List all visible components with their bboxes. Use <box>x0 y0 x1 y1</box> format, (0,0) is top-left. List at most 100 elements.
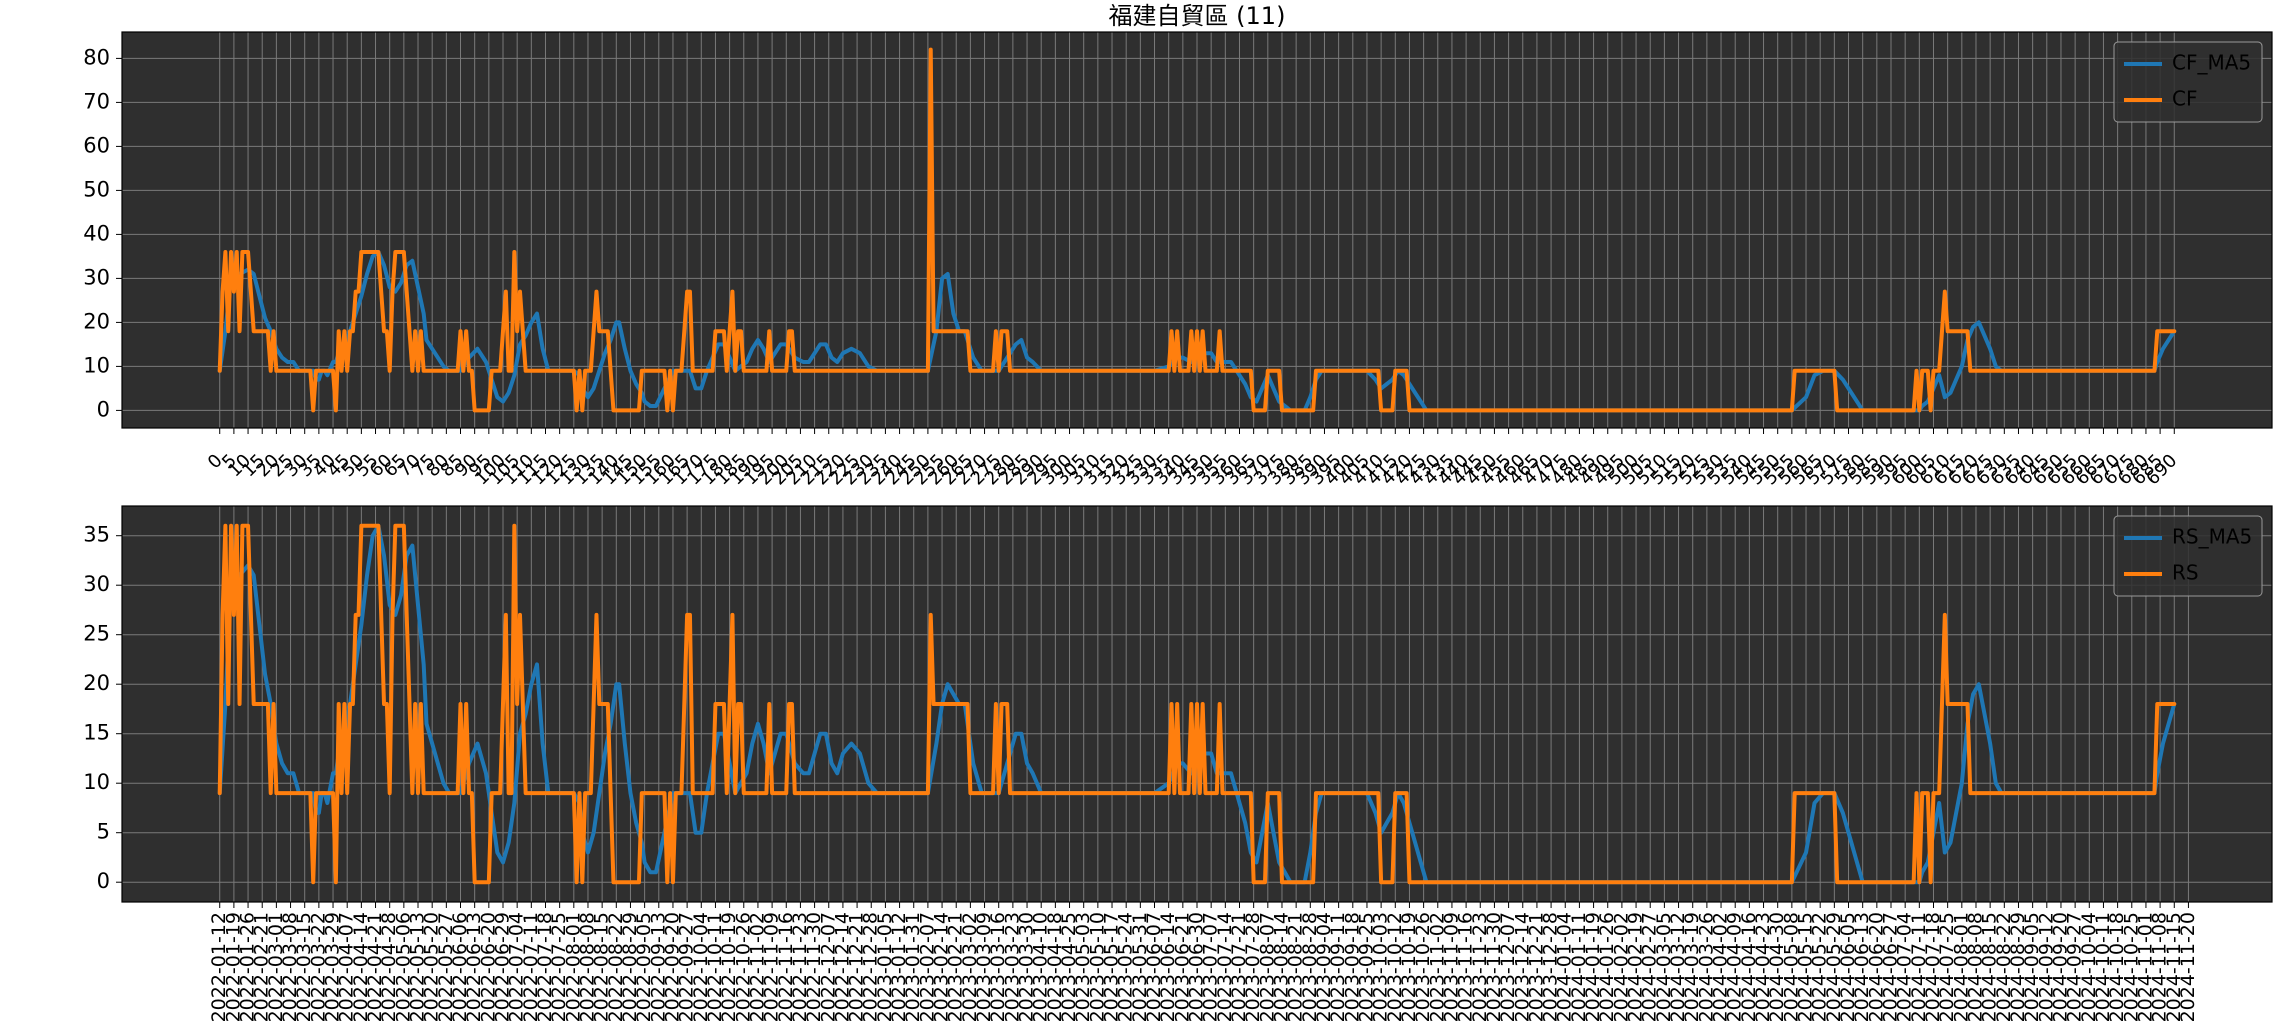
x-tick-label: 2023-08-07 <box>1256 912 1278 1022</box>
x-tick-label: 2024-03-19 <box>1681 912 1703 1022</box>
y-tick-label: 35 <box>83 523 110 547</box>
x-tick-label: 2024-04-09 <box>1724 912 1746 1022</box>
y-tick-label: 0 <box>97 397 110 421</box>
y-tick-label: 15 <box>83 721 110 745</box>
x-tick-label: 2023-07-28 <box>1242 912 1264 1022</box>
x-tick-label: 2024-02-19 <box>1625 912 1647 1022</box>
x-tick-label: 2024-10-11 <box>2092 912 2114 1022</box>
x-tick-label: 2023-09-18 <box>1341 912 1363 1022</box>
y-tick-label: 5 <box>97 820 110 844</box>
x-tick-label: 2023-08-28 <box>1299 912 1321 1022</box>
x-tick-label: 2022-04-28 <box>378 912 400 1022</box>
x-tick-label: 2022-03-29 <box>322 912 344 1022</box>
x-tick-label: 2023-03-30 <box>1016 912 1038 1022</box>
x-tick-label: 2024-07-04 <box>1894 912 1916 1022</box>
x-tick-label: 2022-05-06 <box>392 912 414 1022</box>
x-tick-label: 2022-07-04 <box>506 912 528 1022</box>
x-tick-label: 2023-10-03 <box>1370 912 1392 1022</box>
x-tick-label: 2024-05-29 <box>1823 912 1845 1022</box>
x-tick-label: 2024-05-15 <box>1795 912 1817 1022</box>
x-tick-label: 2024-08-15 <box>1979 912 2001 1022</box>
x-tick-label: 2023-03-16 <box>987 912 1009 1022</box>
x-tick-label: 2023-10-12 <box>1384 912 1406 1022</box>
x-tick-labels: 0510152025303540455055606570758085909510… <box>204 428 2181 489</box>
x-tick-label: 2022-10-26 <box>732 912 754 1022</box>
x-tick-label: 2023-01-12 <box>888 912 910 1022</box>
x-tick-label: 2022-12-21 <box>846 912 868 1022</box>
x-tick-label: 2023-05-03 <box>1072 912 1094 1022</box>
x-tick-label: 2023-04-10 <box>1030 912 1052 1022</box>
x-tick-label: 2022-11-23 <box>789 912 811 1022</box>
x-tick-label: 2024-01-26 <box>1596 912 1618 1022</box>
x-tick-label: 2023-10-26 <box>1412 912 1434 1022</box>
x-tick-label: 2022-08-22 <box>605 912 627 1022</box>
x-tick-label: 2022-06-13 <box>463 912 485 1022</box>
x-tick-label: 2023-08-21 <box>1285 912 1307 1022</box>
x-tick-label: 2023-12-28 <box>1540 912 1562 1022</box>
series-line-cf <box>217 47 2177 413</box>
x-tick-label: 2023-02-21 <box>945 912 967 1022</box>
x-tick-label: 2022-06-20 <box>477 912 499 1022</box>
x-tick-label: 2024-03-05 <box>1653 912 1675 1022</box>
x-tick-label: 2024-01-19 <box>1582 912 1604 1022</box>
x-tick-label: 2022-09-20 <box>661 912 683 1022</box>
x-tick-label: 2024-01-11 <box>1568 912 1590 1022</box>
plot-frame <box>121 505 2273 903</box>
x-tick-label: 2024-10-25 <box>2120 912 2142 1022</box>
x-tick-label: 2024-06-13 <box>1851 912 1873 1022</box>
x-tick-label: 2024-09-12 <box>2035 912 2057 1022</box>
x-tick-label: 2022-01-19 <box>222 912 244 1022</box>
x-tick-label: 2022-07-18 <box>534 912 556 1022</box>
x-tick-label: 2022-08-08 <box>576 912 598 1022</box>
y-tick-label: 20 <box>83 671 110 695</box>
x-tick-label: 2022-09-27 <box>676 912 698 1022</box>
x-tick-label: 2022-12-07 <box>817 912 839 1022</box>
x-tick-label: 2023-12-21 <box>1525 912 1547 1022</box>
x-tick-label: 2024-08-29 <box>2007 912 2029 1022</box>
legend-label: CF <box>2172 87 2197 111</box>
x-tick-label: 2022-05-20 <box>421 912 443 1022</box>
x-tick-label: 2023-03-23 <box>1001 912 1023 1022</box>
y-tick-label: 60 <box>83 133 110 157</box>
x-tick-label: 2022-01-12 <box>208 912 230 1022</box>
x-tick-label: 2022-09-13 <box>647 912 669 1022</box>
x-tick-label: 2024-11-20 <box>2177 912 2199 1022</box>
legend-label: RS_MA5 <box>2172 525 2252 549</box>
x-tick-label: 2022-03-22 <box>307 912 329 1022</box>
y-tick-label: 20 <box>83 309 110 333</box>
x-tick-label: 2024-11-01 <box>2134 912 2156 1022</box>
x-tick-label: 2023-11-23 <box>1469 912 1491 1022</box>
y-tick-label: 70 <box>83 89 110 113</box>
x-tick-label: 2022-06-06 <box>449 912 471 1022</box>
x-tick-label: 2023-12-07 <box>1497 912 1519 1022</box>
x-tick-label: 2023-11-02 <box>1426 912 1448 1022</box>
x-tick-label: 2023-01-05 <box>874 912 896 1022</box>
x-tick-label: 2024-04-30 <box>1766 912 1788 1022</box>
x-tick-label: 2022-08-01 <box>562 912 584 1022</box>
x-tick-label: 2022-10-04 <box>690 912 712 1022</box>
series-line-rs <box>217 523 2177 885</box>
x-tick-label: 2024-01-04 <box>1554 912 1576 1022</box>
x-tick-label: 2023-01-31 <box>902 912 924 1022</box>
x-tick-label: 2022-12-28 <box>860 912 882 1022</box>
x-tick-label: 2024-07-25 <box>1936 912 1958 1022</box>
x-tick-label: 2024-09-27 <box>2064 912 2086 1022</box>
x-tick-label: 2023-03-02 <box>959 912 981 1022</box>
y-tick-label: 30 <box>83 265 110 289</box>
x-tick-label: 2022-03-08 <box>279 912 301 1022</box>
y-tick-label: 10 <box>83 353 110 377</box>
plot-frame <box>121 31 2273 429</box>
x-tick-label: 2023-05-31 <box>1129 912 1151 1022</box>
x-tick-label: 2022-11-02 <box>746 912 768 1022</box>
x-tick-label: 2024-06-27 <box>1880 912 1902 1022</box>
x-tick-label: 2022-09-05 <box>633 912 655 1022</box>
x-tick-label: 2024-08-01 <box>1950 912 1972 1022</box>
chart-panel-1: 0510152025303540455055606570758085909510… <box>83 2 2273 489</box>
y-tick-label: 0 <box>97 869 110 893</box>
x-tick-label: 2023-10-19 <box>1398 912 1420 1022</box>
x-tick-label: 2023-09-11 <box>1327 912 1349 1022</box>
x-tick-label: 2023-09-04 <box>1313 912 1335 1022</box>
x-tick-label: 2024-03-12 <box>1667 912 1689 1022</box>
legend-label: RS <box>2172 561 2199 585</box>
